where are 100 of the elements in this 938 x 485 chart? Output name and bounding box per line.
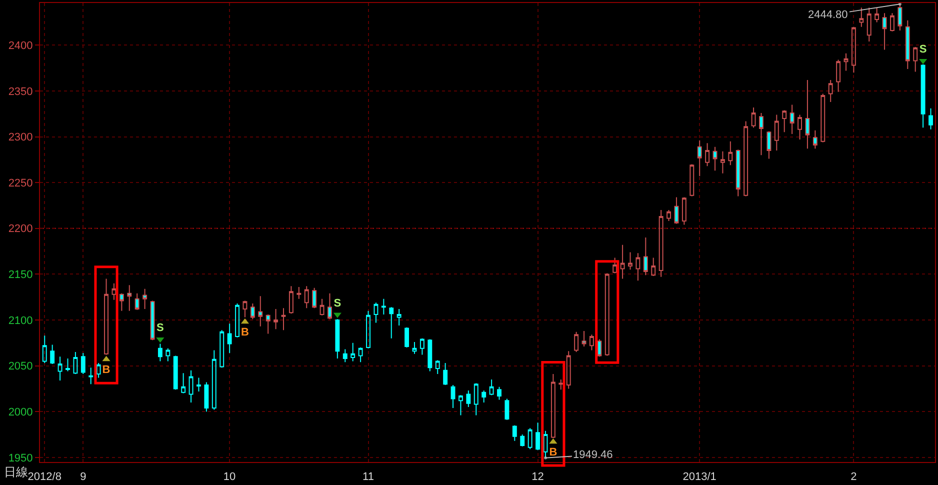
candlestick	[736, 149, 740, 197]
candlestick	[274, 308, 278, 330]
data-label: S	[919, 44, 927, 56]
x-tick-label: 9	[80, 471, 86, 484]
candlestick	[358, 346, 363, 363]
candlestick	[859, 7, 864, 28]
candlestick	[450, 384, 456, 408]
candlestick	[304, 286, 309, 309]
candlestick	[281, 308, 286, 331]
candlestick	[866, 7, 872, 42]
candlestick	[643, 237, 648, 276]
candlestick	[913, 46, 918, 72]
candlestick	[474, 382, 478, 416]
candlestick	[204, 382, 209, 412]
candlestick	[790, 104, 794, 135]
data-label: S	[334, 297, 342, 310]
data-label: B	[240, 326, 249, 338]
candlestick	[905, 20, 910, 70]
candlestick	[181, 372, 186, 394]
candlestick	[550, 374, 556, 439]
candlestick	[574, 331, 579, 353]
candlestick	[728, 140, 733, 166]
candlestick	[805, 79, 810, 150]
candlestick	[127, 284, 132, 312]
y-tick-label: 1950	[8, 452, 33, 464]
candlestick	[651, 257, 656, 277]
candlestick	[690, 164, 694, 197]
candlestick	[80, 352, 86, 375]
candlestick	[242, 300, 248, 318]
candlestick	[235, 303, 240, 338]
candlestick	[920, 64, 926, 128]
candlestick	[320, 298, 324, 316]
data-label: S	[156, 322, 164, 334]
candlestick	[766, 130, 772, 160]
candlestick	[582, 330, 586, 348]
candlestick	[389, 306, 394, 339]
candlestick	[119, 292, 124, 312]
candlestick	[296, 286, 302, 300]
y-tick-label: 2200	[8, 223, 33, 236]
candlestick	[589, 334, 594, 351]
candlestick	[266, 314, 270, 334]
candlestick	[882, 12, 887, 50]
candlestick	[504, 398, 510, 420]
candlestick	[612, 257, 618, 274]
candlestick	[489, 379, 494, 396]
candlestick	[342, 348, 348, 363]
data-label: 1949.46	[573, 449, 613, 461]
candlestick	[566, 350, 571, 390]
candlestick	[420, 338, 424, 356]
candlestick	[196, 377, 201, 392]
candlestick	[620, 244, 625, 280]
candlestick	[50, 344, 55, 364]
candlestick	[520, 434, 525, 447]
candlestick	[412, 341, 417, 354]
candlestick	[66, 358, 70, 372]
candlestick	[250, 303, 255, 320]
candlestick	[466, 390, 471, 408]
candlestick	[158, 343, 162, 362]
candlestick	[536, 422, 540, 451]
candlestick	[497, 386, 502, 400]
candlestick	[697, 140, 702, 177]
candlestick	[227, 323, 232, 354]
point	[102, 356, 110, 362]
y-tick-label: 2050	[8, 360, 33, 373]
candlestick	[774, 114, 779, 151]
candlestick	[381, 298, 386, 315]
candlestick	[744, 120, 748, 197]
candlestick	[58, 356, 62, 381]
x-tick-label: 2012/8	[28, 471, 62, 484]
candlestick	[844, 52, 848, 72]
candlestick	[366, 310, 370, 349]
data-label: B	[549, 446, 558, 458]
y-tick-label: 2100	[8, 314, 33, 327]
candlestick	[173, 355, 178, 390]
candlestick	[812, 130, 818, 150]
candlestick	[759, 112, 764, 156]
candlestick	[112, 282, 116, 300]
x-tick-label: 12	[532, 471, 544, 484]
candlestick	[828, 79, 833, 102]
candlestick	[88, 367, 94, 385]
candlestick	[188, 370, 194, 403]
y-tick-label: 2150	[8, 269, 33, 282]
candlestick	[658, 210, 664, 278]
candlestick	[404, 326, 410, 348]
candlestick	[142, 288, 148, 310]
point	[549, 438, 558, 444]
candlestick	[820, 93, 826, 143]
candlestick	[396, 308, 402, 326]
point	[156, 337, 164, 343]
candlestick	[350, 342, 356, 362]
y-tick-label: 2350	[8, 86, 33, 98]
candlestick	[374, 302, 378, 324]
candlestick	[636, 252, 640, 282]
candlestick	[428, 338, 432, 372]
candlestick	[712, 146, 718, 172]
x-tick-label: 2013/1	[682, 471, 716, 484]
candlestick	[220, 330, 224, 368]
candlestick	[166, 348, 170, 362]
candlestick	[258, 296, 263, 327]
candlestick	[928, 108, 933, 130]
